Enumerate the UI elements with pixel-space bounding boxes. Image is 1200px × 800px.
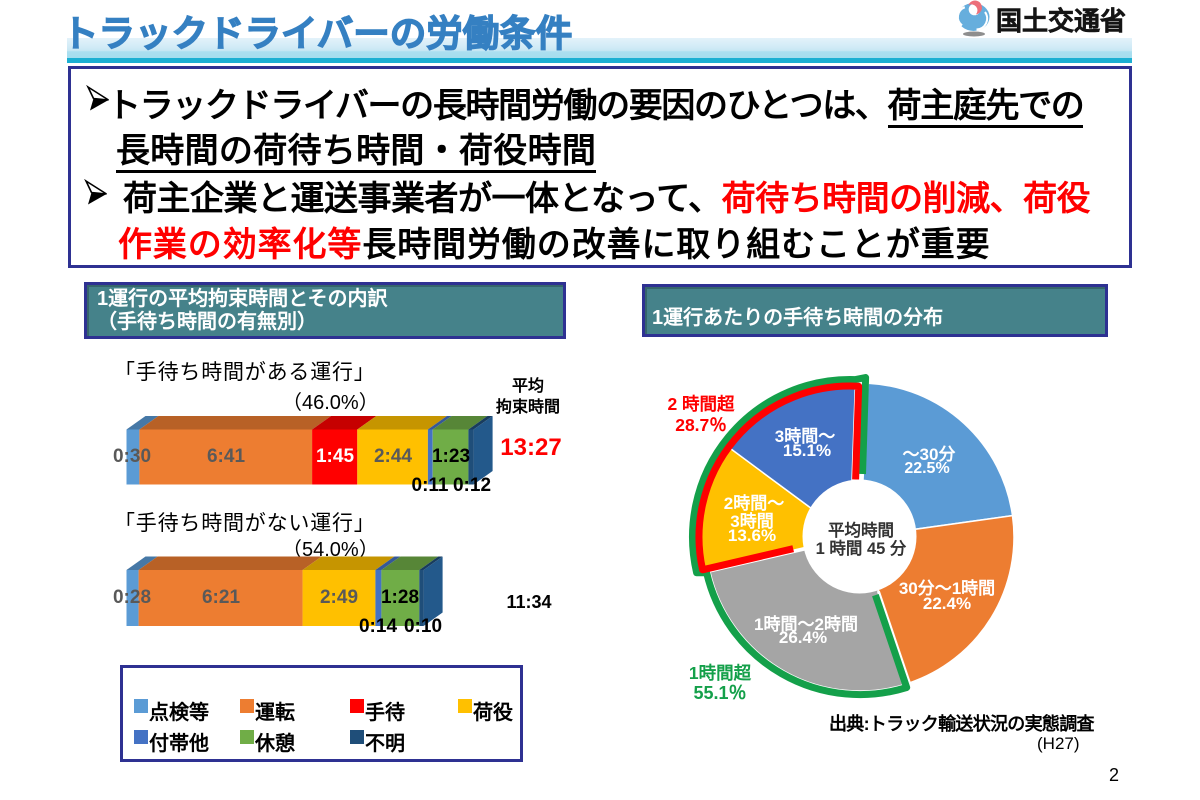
svg-text:1:28: 1:28 — [381, 587, 419, 608]
svg-text:2:49: 2:49 — [320, 587, 358, 608]
svg-text:2:44: 2:44 — [374, 446, 412, 467]
svg-text:0:28: 0:28 — [113, 587, 151, 608]
svg-text:1:45: 1:45 — [316, 446, 354, 467]
svg-text:0:10: 0:10 — [404, 616, 442, 637]
svg-text:1:23: 1:23 — [432, 446, 470, 467]
svg-text:0:30: 0:30 — [113, 446, 151, 467]
svg-text:6:41: 6:41 — [207, 446, 245, 467]
svg-text:0:12: 0:12 — [453, 475, 491, 496]
svg-text:0:14: 0:14 — [359, 616, 397, 637]
svg-text:6:21: 6:21 — [202, 587, 240, 608]
svg-text:0:11: 0:11 — [412, 475, 449, 496]
